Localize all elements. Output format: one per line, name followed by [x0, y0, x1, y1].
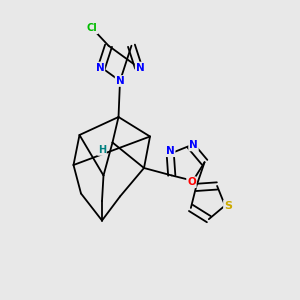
- Text: N: N: [166, 146, 175, 156]
- Text: S: S: [224, 201, 232, 211]
- Text: N: N: [116, 76, 124, 86]
- Text: N: N: [136, 62, 144, 73]
- Text: H: H: [98, 145, 106, 155]
- Text: N: N: [189, 140, 198, 151]
- Text: O: O: [187, 177, 196, 187]
- Text: N: N: [96, 62, 104, 73]
- Text: Cl: Cl: [87, 23, 98, 33]
